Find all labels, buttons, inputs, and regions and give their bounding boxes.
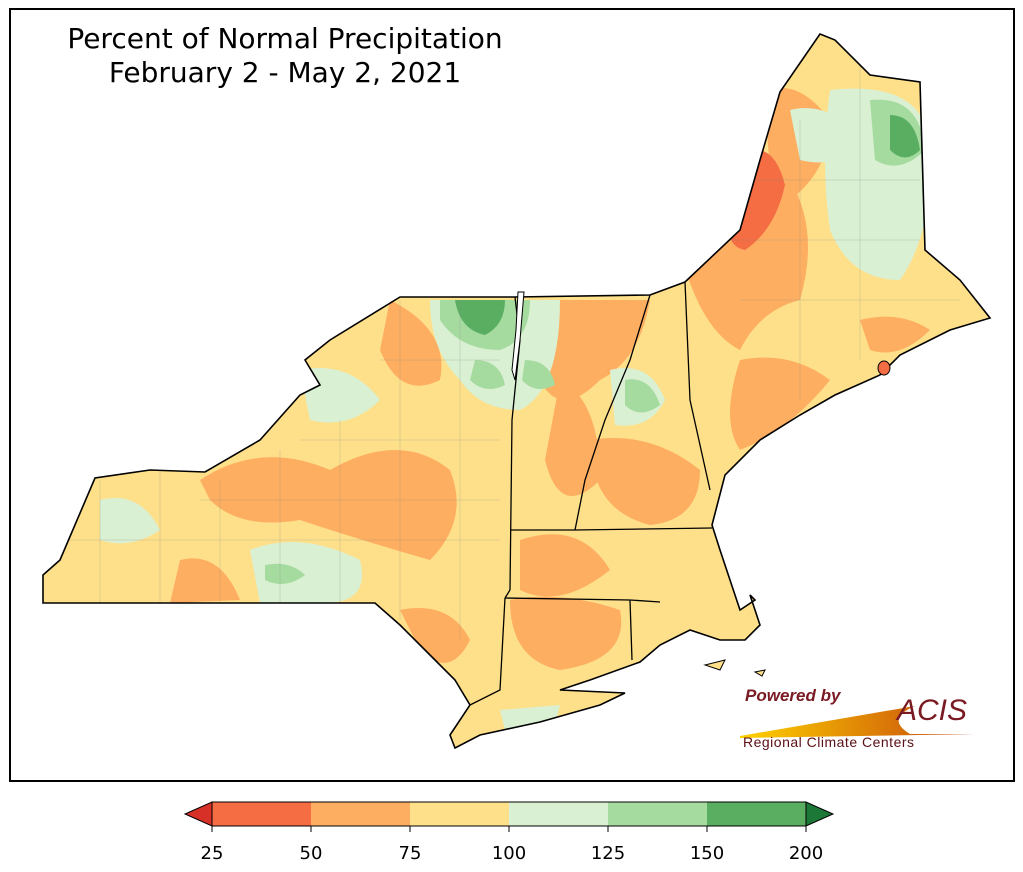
colorbar-segment [311, 802, 410, 826]
colorbar-over-arrow [805, 801, 835, 827]
precip-fill [43, 34, 990, 748]
colorbar-border [211, 801, 807, 827]
colorbar-segment [410, 802, 509, 826]
logo-acis: ACIS [897, 694, 968, 727]
island [877, 360, 891, 376]
precipitation-map [42, 33, 991, 749]
title-line-1: Percent of Normal Precipitation [67, 22, 503, 55]
colorbar-tick-label: 75 [398, 843, 422, 864]
colorbar-tick-label: 150 [689, 843, 725, 864]
logo-powered-by: Powered by [745, 686, 841, 705]
colorbar-tick-label: 100 [491, 843, 527, 864]
colorbar-segment [509, 802, 608, 826]
map-frame [9, 8, 1015, 782]
logo-subtitle: Regional Climate Centers [743, 734, 915, 750]
colorbar-segment [707, 802, 806, 826]
colorbar-under-arrow [183, 801, 213, 827]
island [753, 669, 766, 677]
colorbar-tick-label: 25 [200, 843, 224, 864]
acis-logo: Powered by ACIS Regional Climate Centers [735, 684, 985, 754]
island [703, 659, 726, 671]
colorbar-tick-label: 50 [299, 843, 323, 864]
map-title: Percent of Normal Precipitation February… [20, 22, 550, 90]
colorbar-tick-label: 200 [788, 843, 824, 864]
colorbar-tick-label: 125 [590, 843, 626, 864]
lake-champlain [511, 291, 525, 381]
title-line-2: February 2 - May 2, 2021 [108, 56, 462, 89]
colorbar-segment [608, 802, 707, 826]
colorbar-segment [212, 802, 311, 826]
